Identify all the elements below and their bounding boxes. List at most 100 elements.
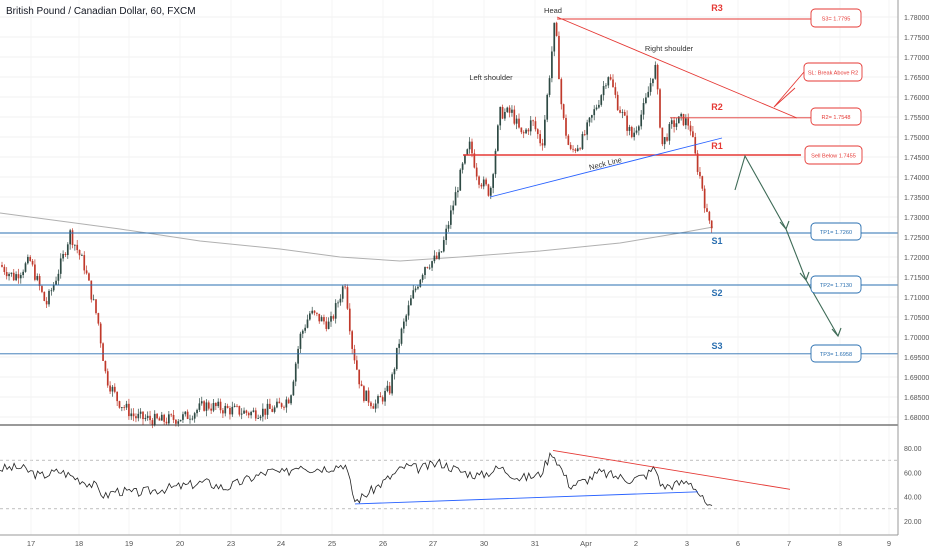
- candle-body: [403, 321, 405, 329]
- candle-body: [113, 386, 116, 392]
- candle-body: [433, 255, 436, 262]
- candle-body: [492, 174, 494, 188]
- candle-body: [135, 416, 137, 419]
- level-label-s1: S1: [711, 236, 722, 246]
- candle-body: [12, 272, 15, 281]
- candle-body: [640, 114, 643, 127]
- candle-body: [668, 124, 671, 141]
- candle-body: [647, 91, 650, 98]
- candle-body: [351, 331, 353, 349]
- candle-body: [184, 411, 187, 415]
- y-tick-label: 1.70000: [904, 335, 929, 342]
- candle-body: [116, 391, 118, 402]
- candle-body: [175, 419, 177, 424]
- candle-body: [203, 401, 205, 411]
- y-tick-label: 1.71000: [904, 295, 929, 302]
- left-shoulder-label: Left shoulder: [469, 73, 513, 82]
- callout-r3-box: [810, 8, 862, 28]
- x-tick-label: Apr: [580, 539, 592, 548]
- candle-body: [525, 129, 527, 134]
- candle-body: [45, 300, 48, 305]
- candle-body: [670, 120, 673, 125]
- candle-body: [179, 419, 182, 422]
- candle-body: [616, 94, 619, 111]
- candle-body: [663, 137, 666, 145]
- candle-body: [560, 79, 563, 105]
- candle-body: [677, 116, 680, 124]
- candle-body: [591, 115, 593, 118]
- x-tick-label: 19: [125, 539, 133, 548]
- candle-body: [123, 407, 126, 408]
- x-tick-label: 9: [887, 539, 891, 548]
- candle-body: [551, 51, 553, 79]
- candle-body: [254, 410, 257, 419]
- candle-body: [710, 220, 713, 229]
- candle-body: [125, 403, 128, 408]
- candle-body: [520, 127, 523, 133]
- candle-body: [186, 411, 189, 419]
- y-tick-label: 1.77000: [904, 55, 929, 62]
- candle-body: [273, 407, 276, 412]
- candle-body: [473, 153, 476, 168]
- y-tick-label: 1.76000: [904, 95, 929, 102]
- candle-body: [76, 244, 79, 251]
- candle-body: [85, 270, 88, 274]
- candle-body: [623, 112, 626, 116]
- candle-body: [452, 205, 455, 211]
- candle-body: [57, 273, 60, 281]
- rsi-resistance-trendline: [552, 449, 791, 490]
- candle-body: [283, 406, 285, 408]
- candle-body: [325, 321, 328, 329]
- candle-body: [38, 276, 41, 287]
- candle-body: [379, 396, 382, 398]
- candle-body: [344, 286, 346, 288]
- candle-body: [198, 403, 201, 410]
- candle-body: [619, 110, 621, 113]
- candle-body: [71, 230, 74, 246]
- candle-body: [219, 401, 222, 411]
- candle-body: [645, 97, 647, 103]
- candle-body: [630, 127, 633, 138]
- y-tick-label: 1.72000: [904, 255, 929, 262]
- candle-body: [252, 410, 255, 412]
- candle-body: [419, 279, 422, 287]
- y-tick-label: 1.74000: [904, 175, 929, 182]
- candle-body: [680, 113, 682, 117]
- candle-body: [99, 323, 102, 344]
- candle-body: [696, 153, 699, 172]
- candle-body: [497, 125, 499, 151]
- candle-body: [109, 385, 111, 392]
- candle-body: [649, 83, 652, 92]
- candle-body: [682, 113, 685, 126]
- candle-body: [332, 316, 335, 319]
- candle-body: [193, 413, 196, 419]
- candle-body: [532, 120, 534, 122]
- candle-body: [607, 77, 610, 86]
- y-tick-label: 1.78000: [904, 15, 929, 22]
- projection-arrowhead: [831, 327, 842, 338]
- x-tick-label: 6: [736, 539, 740, 548]
- candle-body: [250, 411, 252, 416]
- candle-body: [447, 224, 450, 229]
- candle-body: [569, 144, 572, 149]
- candle-body: [257, 418, 259, 419]
- candle-body: [182, 414, 184, 420]
- candle-body: [513, 109, 516, 124]
- x-tick-label: 18: [75, 539, 83, 548]
- candle-body: [259, 416, 262, 419]
- candle-body: [381, 397, 384, 402]
- x-tick-label: 3: [685, 539, 689, 548]
- candle-body: [1, 265, 3, 267]
- candle-body: [431, 261, 433, 268]
- candle-body: [703, 188, 706, 209]
- candle-body: [66, 244, 69, 256]
- x-tick-label: 26: [379, 539, 387, 548]
- candle-body: [558, 35, 560, 80]
- candle-body: [5, 272, 8, 277]
- candle-body: [459, 169, 462, 191]
- candle-body: [572, 148, 574, 150]
- candle-body: [567, 135, 570, 145]
- candle-body: [339, 298, 342, 303]
- candle-body: [348, 308, 351, 332]
- candle-body: [588, 117, 591, 123]
